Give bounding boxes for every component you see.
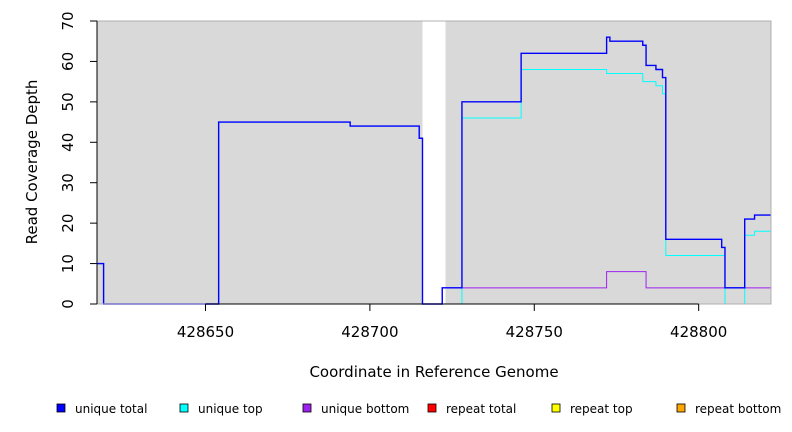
legend-item-unique-total: unique total [56, 402, 147, 416]
x-axis: 428650 428700 428750 428800 [177, 303, 727, 341]
gap-region [422, 21, 446, 304]
legend-item-repeat-bottom: repeat bottom [676, 402, 781, 416]
legend: unique total unique top unique bottom repea… [56, 402, 781, 416]
y-tick-label: 10 [59, 254, 77, 273]
series-line-unique-total [97, 36, 771, 305]
legend-swatch [179, 403, 189, 413]
legend-label: repeat bottom [695, 402, 781, 416]
legend-label: unique bottom [321, 402, 409, 416]
legend-item-repeat-total: repeat total [427, 402, 516, 416]
legend-swatch [427, 403, 437, 413]
y-tick-label: 70 [59, 11, 77, 30]
x-tick-label: 428700 [341, 323, 398, 341]
legend-label: repeat top [570, 402, 633, 416]
y-tick-label: 20 [59, 214, 77, 233]
x-tick-label: 428650 [177, 323, 234, 341]
y-tick-label: 0 [59, 299, 77, 309]
x-axis-label: Coordinate in Reference Genome [309, 363, 558, 381]
legend-swatch [56, 403, 66, 413]
legend-item-unique-bottom: unique bottom [302, 402, 409, 416]
x-tick-label: 428750 [506, 323, 563, 341]
legend-label: unique total [75, 402, 147, 416]
y-axis-label: Read Coverage Depth [23, 80, 41, 245]
x-tick-label: 428800 [670, 323, 727, 341]
y-axis: 0 10 20 30 40 50 60 70 [59, 11, 98, 309]
y-tick-label: 50 [59, 92, 77, 111]
legend-swatch [302, 403, 312, 413]
legend-item-unique-top: unique top [179, 402, 263, 416]
legend-swatch [676, 403, 686, 413]
y-tick-label: 60 [59, 52, 77, 71]
legend-item-repeat-top: repeat top [551, 402, 633, 416]
legend-label: unique top [198, 402, 263, 416]
y-tick-label: 30 [59, 173, 77, 192]
y-tick-label: 40 [59, 133, 77, 152]
legend-label: repeat total [446, 402, 516, 416]
legend-swatch [551, 403, 561, 413]
